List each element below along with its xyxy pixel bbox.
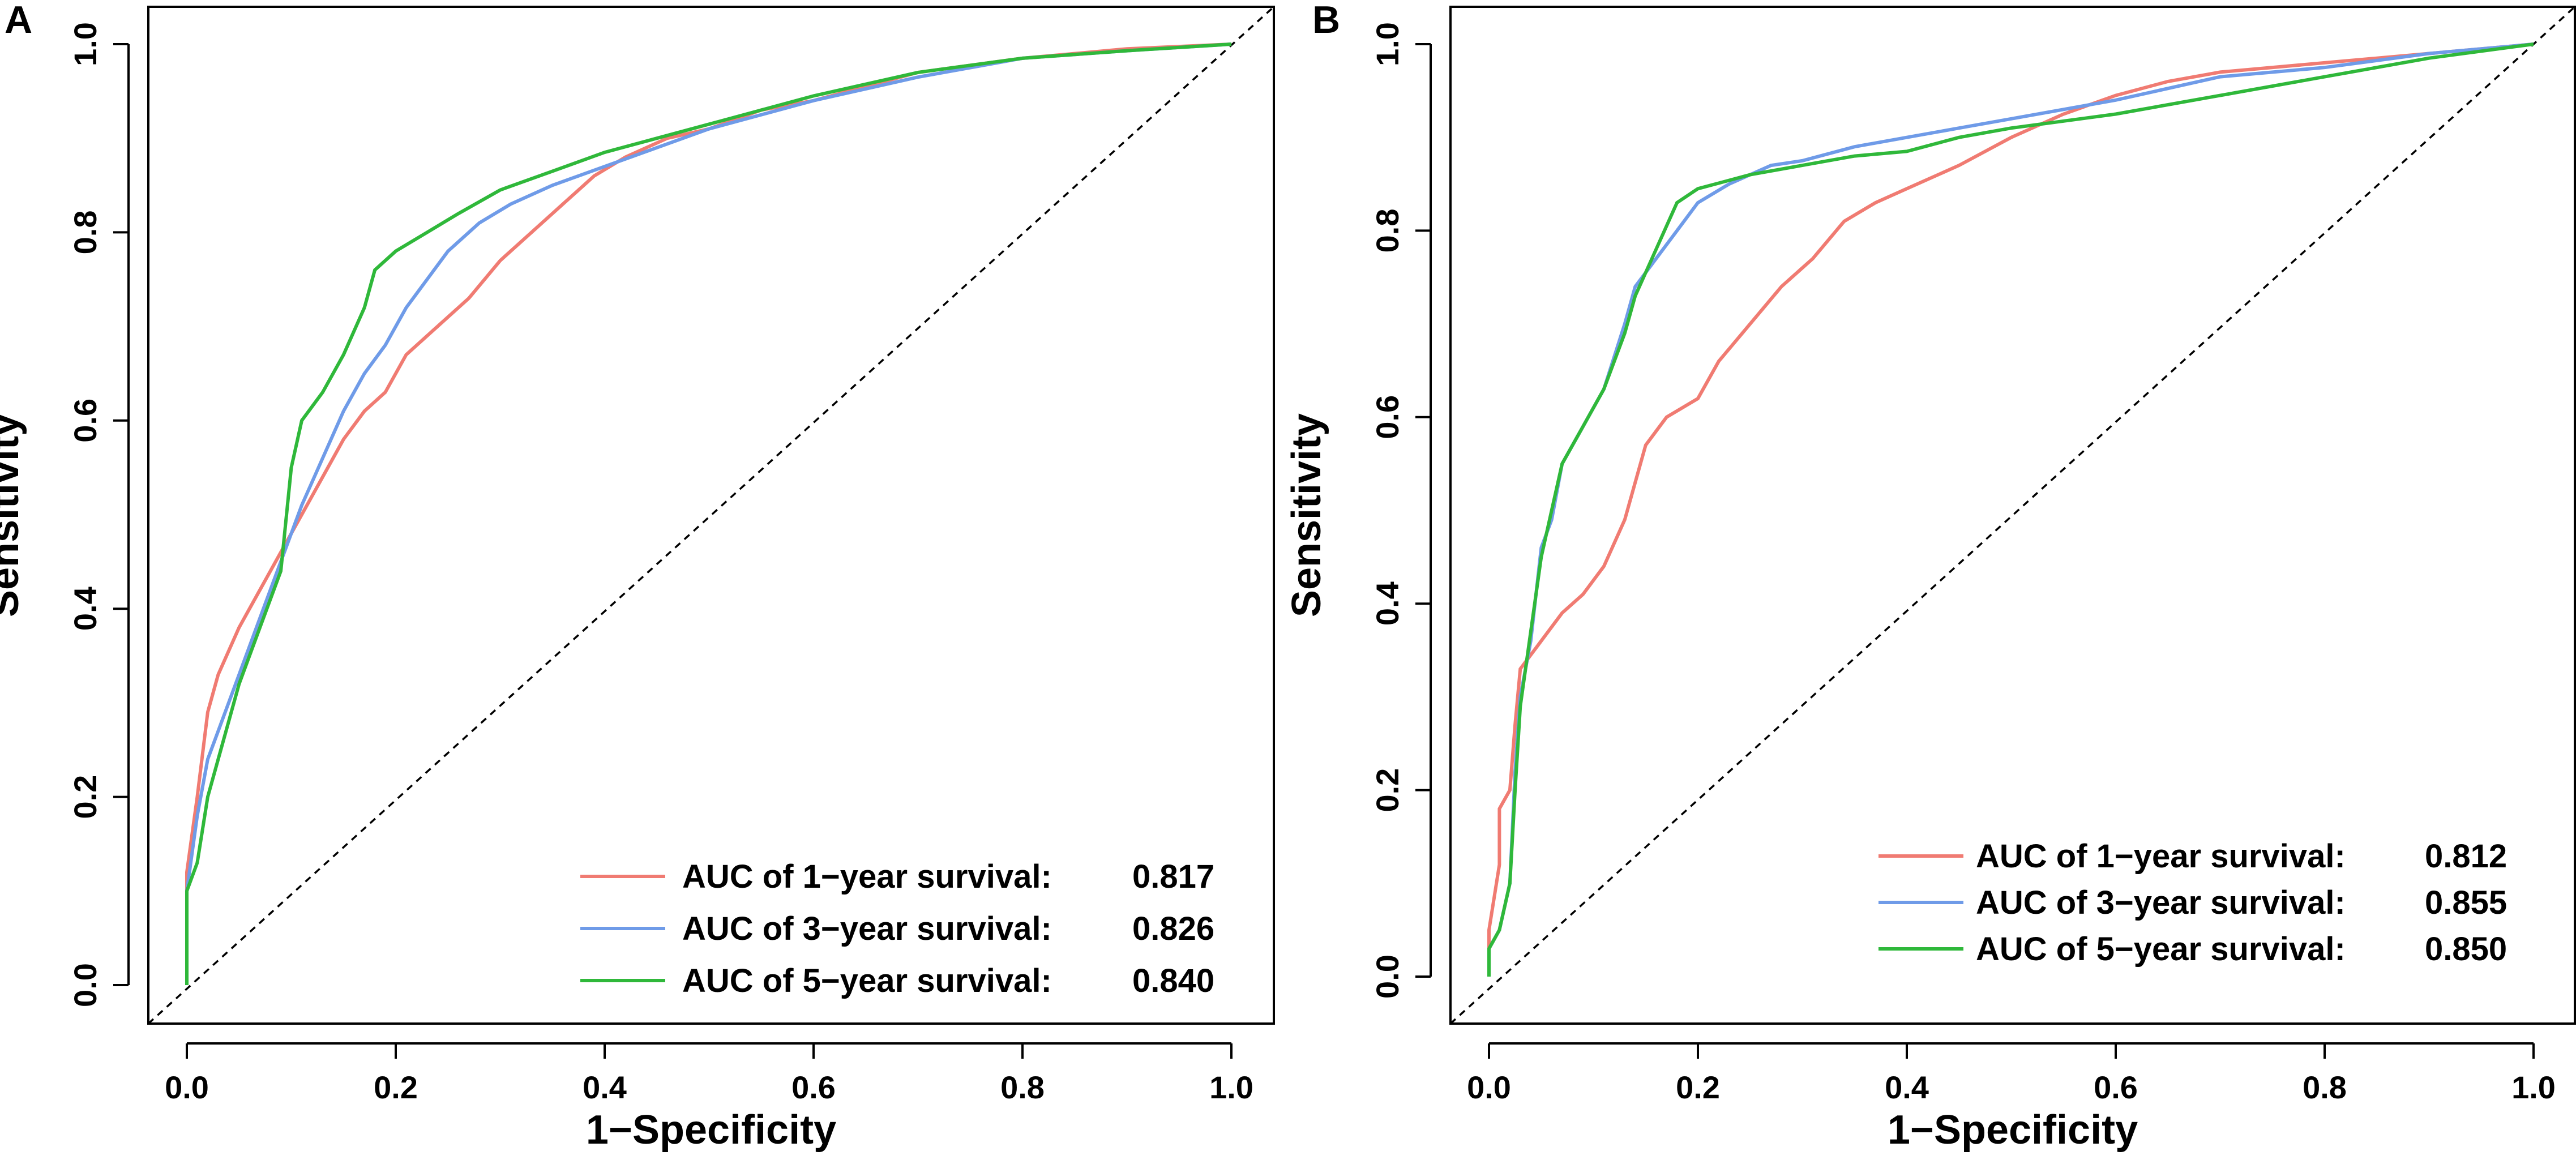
x-tick-label: 0.2	[374, 1069, 418, 1105]
legend-auc-3-year: 0.826	[1132, 910, 1214, 947]
y-axis-title: Sensitivity	[1284, 413, 1329, 617]
y-tick-label: 0.4	[1370, 581, 1405, 626]
x-tick-label: 1.0	[1209, 1069, 1253, 1105]
plot-frame	[147, 6, 1275, 1025]
legend-label-1-year: AUC of 1−year survival:	[682, 858, 1052, 895]
legend-auc-5-year: 0.850	[2425, 931, 2507, 968]
roc-curve-1-year	[1487, 42, 2534, 977]
plot-frame	[1449, 6, 2576, 1025]
y-tick-label: 1.0	[1370, 22, 1405, 66]
legend-auc-3-year: 0.855	[2425, 884, 2507, 921]
y-tick-label: 0.8	[67, 210, 103, 254]
panel-a-letter: A	[5, 0, 32, 41]
y-tick-label: 0.2	[67, 775, 103, 819]
y-tick-label: 0.4	[67, 587, 103, 631]
y-tick-label: 0.6	[1370, 395, 1405, 439]
x-tick-label: 0.8	[2303, 1069, 2347, 1105]
y-tick-label: 0.6	[67, 399, 103, 443]
x-tick-label: 0.0	[165, 1069, 209, 1105]
y-axis-title: Sensitivity	[0, 413, 27, 617]
legend-auc-1-year: 0.817	[1132, 858, 1214, 895]
roc-curve-5-year	[1487, 42, 2534, 977]
x-axis-title: 1−Specificity	[586, 1107, 836, 1153]
y-tick-label: 0.0	[1370, 955, 1405, 999]
reference-diagonal-line	[147, 6, 1275, 1025]
x-tick-label: 0.0	[1467, 1069, 1511, 1105]
legend-label-3-year: AUC of 3−year survival:	[682, 910, 1052, 947]
panel-b-letter: B	[1312, 0, 1340, 41]
y-tick-label: 0.2	[1370, 768, 1405, 812]
roc-curve-3-year	[1487, 42, 2534, 977]
legend-auc-1-year: 0.812	[2425, 838, 2507, 875]
x-tick-label: 0.4	[1885, 1069, 1929, 1105]
legend-label-5-year: AUC of 5−year survival:	[682, 962, 1052, 999]
legend-label-1-year: AUC of 1−year survival:	[1976, 838, 2346, 875]
panel-b: B 0.0 0.2 0.4 0.6 0.8 1.0 0.0 0.2 0.4 0.6 0.8 1.0 1−…	[1284, 0, 2576, 1153]
x-tick-label: 0.6	[2094, 1069, 2138, 1105]
reference-diagonal-line	[1449, 6, 2576, 1025]
roc-curve-5-year	[185, 42, 1232, 985]
panel-a: A 0.0 0.2 0.4 0.6 0.8 1.0 0.0 0.2 0.4 0.6 0.8 1.0 1−…	[0, 0, 1275, 1153]
x-tick-label: 1.0	[2511, 1069, 2556, 1105]
legend-auc-5-year: 0.840	[1132, 962, 1214, 999]
x-axis-title: 1−Specificity	[1888, 1107, 2138, 1153]
roc-curve-3-year	[185, 42, 1232, 985]
legend-label-3-year: AUC of 3−year survival:	[1976, 884, 2346, 921]
y-tick-label: 0.0	[67, 963, 103, 1007]
x-tick-label: 0.8	[1000, 1069, 1045, 1105]
legend-label-5-year: AUC of 5−year survival:	[1976, 931, 2346, 968]
y-tick-label: 1.0	[67, 22, 103, 66]
y-tick-label: 0.8	[1370, 208, 1405, 253]
x-tick-label: 0.4	[583, 1069, 627, 1105]
x-tick-label: 0.2	[1676, 1069, 1720, 1105]
roc-curve-1-year	[185, 42, 1232, 985]
x-tick-label: 0.6	[791, 1069, 836, 1105]
